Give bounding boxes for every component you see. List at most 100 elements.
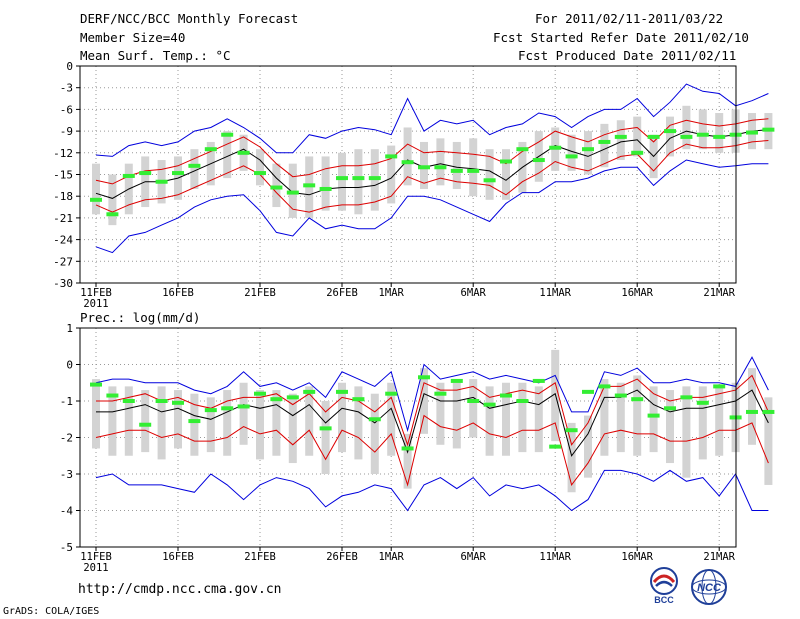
x-tick-label: 16FEB — [162, 287, 194, 299]
median-marker — [188, 163, 201, 168]
median-marker — [204, 147, 217, 152]
median-marker — [483, 402, 496, 407]
spread-box — [272, 390, 281, 456]
spread-box — [141, 390, 150, 453]
median-marker — [401, 160, 414, 165]
median-marker — [516, 399, 529, 403]
y-tick-label: -5 — [60, 541, 73, 554]
median-marker — [549, 444, 562, 449]
mean-line — [96, 389, 769, 457]
median-marker — [500, 159, 512, 164]
x-tick-year-label: 2011 — [83, 562, 108, 574]
median-marker — [172, 400, 184, 405]
x-tick-label: 11MAR — [539, 287, 571, 299]
y-tick-label: 0 — [66, 60, 73, 73]
median-marker — [204, 408, 217, 413]
median-marker — [598, 384, 611, 389]
spread-box — [288, 393, 297, 464]
spread-box — [633, 375, 642, 456]
median-marker — [155, 179, 168, 184]
plot-frame — [79, 65, 737, 284]
spread-box — [338, 382, 346, 453]
spread-box — [387, 145, 396, 204]
median-marker — [582, 147, 594, 152]
spread-box — [436, 138, 445, 186]
x-tick-label: 6MAR — [461, 551, 487, 563]
spread-box — [682, 386, 691, 478]
spread-box — [256, 149, 264, 186]
spread-box — [502, 149, 510, 200]
median-marker — [664, 129, 676, 134]
member-size-label: Member Size=40 — [80, 30, 186, 45]
spread-box — [420, 368, 428, 434]
upper-spread-line — [95, 118, 769, 185]
chart-title: DERF/NCC/BCC Monthly Forecast — [80, 11, 299, 26]
spread-box — [485, 386, 494, 456]
y-tick-label: -12 — [53, 147, 73, 160]
median-marker — [434, 165, 447, 170]
median-marker — [368, 417, 381, 422]
spread-box — [338, 152, 346, 211]
spread-box — [305, 386, 314, 456]
median-marker — [122, 399, 135, 403]
median-marker — [188, 419, 201, 424]
median-marker — [467, 168, 480, 173]
median-marker — [450, 168, 463, 173]
median-marker — [106, 393, 119, 398]
spread-box — [190, 393, 199, 456]
y-tick-label: -21 — [53, 212, 73, 225]
bcc-logo-text: BCC — [654, 595, 674, 605]
y-tick-label: 1 — [66, 322, 73, 335]
spread-box — [485, 149, 494, 200]
spread-box — [666, 390, 674, 464]
spread-box — [157, 386, 166, 460]
plot-frame — [79, 327, 737, 548]
x-tick-label: 11FEB — [80, 287, 112, 299]
x-tick-label: 11MAR — [539, 551, 571, 563]
x-tick-label: 11FEB — [80, 551, 112, 563]
median-marker — [122, 173, 135, 178]
spread-box — [649, 386, 658, 453]
spread-box — [600, 379, 609, 456]
x-tick-label: 21MAR — [703, 551, 735, 563]
median-marker — [270, 397, 283, 402]
median-marker — [90, 382, 102, 387]
y-tick-label: -15 — [53, 169, 73, 182]
x-tick-year-label: 2011 — [83, 298, 108, 310]
lower-spread-line — [95, 414, 769, 487]
y-tick-label: -2 — [60, 432, 73, 445]
median-marker — [746, 130, 758, 135]
source-url[interactable]: http://cmdp.ncc.cma.gov.cn — [78, 582, 282, 597]
spread-box — [272, 163, 281, 208]
median-marker — [532, 158, 545, 163]
y-tick-label: -30 — [53, 277, 73, 290]
spread-box — [698, 109, 707, 150]
spread-box — [436, 382, 445, 445]
x-tick-label: 21MAR — [703, 287, 735, 299]
spread-box — [403, 127, 412, 186]
median-marker — [237, 150, 250, 155]
spread-box — [256, 390, 264, 460]
median-marker — [90, 197, 102, 202]
median-marker — [336, 176, 348, 181]
spread-box — [92, 163, 100, 215]
x-tick-label: 16MAR — [621, 287, 653, 299]
forecast-range-label: For 2011/02/11-2011/03/22 — [535, 11, 724, 26]
spread-box — [764, 397, 773, 485]
median-marker — [139, 422, 152, 427]
y-tick-label: 0 — [66, 359, 73, 372]
grads-credit: GrADS: COLA/IGES — [3, 606, 100, 617]
spread-box — [600, 123, 609, 168]
spread-box — [174, 390, 182, 449]
median-marker — [565, 154, 578, 159]
median-marker — [680, 134, 693, 139]
median-marker — [713, 134, 726, 139]
spread-box — [92, 379, 100, 449]
variable-label: Mean Surf. Temp.: °C — [80, 48, 231, 63]
x-tick-label: 6MAR — [461, 287, 487, 299]
x-tick-label: 26FEB — [326, 287, 358, 299]
median-marker — [713, 384, 726, 389]
y-tick-label: -18 — [53, 190, 73, 203]
median-marker — [303, 183, 316, 188]
